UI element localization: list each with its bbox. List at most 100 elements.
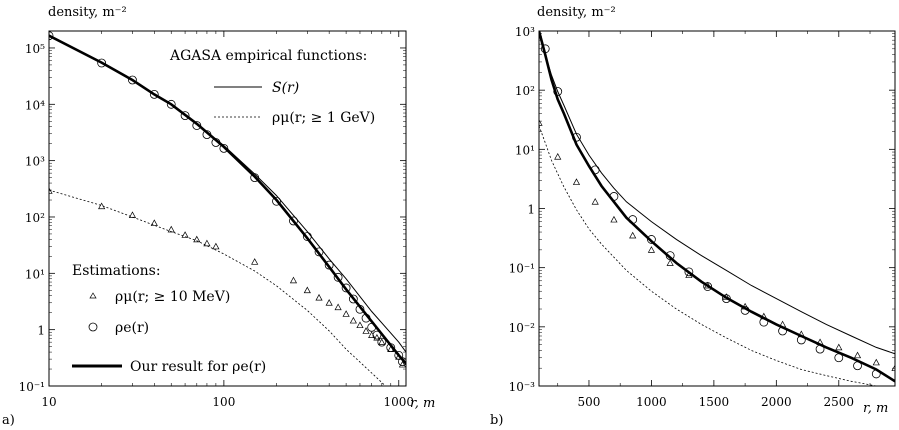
- series-a-4-circle-point: [97, 58, 107, 68]
- series-a-3-triangle-point: [98, 202, 106, 210]
- series-a-4-circle-point: [272, 196, 281, 206]
- series-a-3-triangle-point: [378, 338, 386, 346]
- series-a-4-circle-point: [341, 283, 351, 293]
- series-a-3-triangle-point: [212, 242, 220, 250]
- series-a-4-circle-point: [348, 294, 358, 304]
- series-a-4-circle-point: [211, 138, 221, 147]
- series-b-3-triangle-point: [891, 364, 895, 372]
- series-b-3-triangle-point: [629, 231, 637, 239]
- series-b-3-triangle-point: [610, 215, 618, 223]
- panel-b-ylabel: density, m⁻²: [537, 5, 616, 20]
- series-b-4-circle-point: [796, 335, 806, 345]
- series-a-3-triangle-point: [303, 286, 311, 294]
- series-b-3-triangle-point: [539, 119, 543, 126]
- plot-area-a: [49, 31, 406, 386]
- series-a-4-circle-point: [166, 99, 176, 109]
- y-tick-label-a: 10⁵: [25, 42, 45, 56]
- series-b-0-line: [539, 31, 895, 355]
- series-a-4-circle-point: [250, 173, 260, 183]
- panel-a-ticks: 10 100 1000 10⁵ 10⁴ 10³ 10² 10¹ 1 10⁻¹: [19, 30, 414, 409]
- legend-swatch-circle: [88, 322, 98, 332]
- legend-label-rho-e: ρe(r): [115, 320, 149, 336]
- series-a-4-circle-point: [367, 322, 377, 332]
- series-a-4-circle-point: [324, 260, 334, 270]
- x-tick-label-b: 500: [578, 395, 601, 409]
- series-b-4-circle-point: [628, 215, 638, 224]
- series-a-3-triangle-point: [373, 333, 381, 341]
- series-a-3-triangle-point: [49, 187, 53, 194]
- y-tick-label-b: 10⁻²: [509, 321, 536, 335]
- series-b-4-circle-point: [871, 369, 881, 379]
- estimations-title: Estimations:: [72, 263, 161, 279]
- series-b-3-triangle-point: [572, 178, 581, 185]
- y-tick-label-a: 10¹: [25, 267, 45, 281]
- y-tick-label-a: 1: [37, 324, 45, 338]
- series-b-4-circle-point: [665, 251, 675, 260]
- panel-b-ticks: 500 1000 1500 2000 2500 10³ 10² 10¹ 1 10⁻¹ 10⁻² 10⁻…: [509, 25, 895, 409]
- panel-a-series: [49, 31, 406, 386]
- panel-a-ylabel: density, m⁻²: [48, 5, 127, 20]
- series-a-3-triangle-point: [325, 299, 333, 306]
- series-b-3-triangle-point: [835, 343, 843, 351]
- series-a-3-triangle-point: [342, 310, 350, 317]
- x-tick-label-b: 1500: [699, 395, 730, 409]
- plot-area-b: [539, 31, 895, 386]
- panel-a-frame: [48, 30, 407, 387]
- series-a-4-circle-point: [302, 232, 312, 241]
- series-a-4-circle-point: [314, 247, 324, 257]
- series-a-3-triangle-point: [349, 316, 357, 324]
- series-a-4-circle-point: [333, 272, 343, 282]
- series-a-3-triangle-point: [193, 235, 201, 243]
- series-b-4-circle-point: [815, 344, 825, 354]
- series-b-4-circle-point: [759, 317, 769, 327]
- y-tick-label-b: 10⁻¹: [509, 262, 535, 276]
- series-a-3-triangle-point: [150, 219, 158, 226]
- series-a-4-circle-point: [361, 313, 371, 323]
- panel-b: density, m⁻² b) r, m 500 1000 1500 2000 2500…: [490, 5, 896, 428]
- series-a-4-circle-point: [192, 121, 202, 130]
- series-a-3-triangle-point: [356, 321, 364, 329]
- y-tick-label-b: 1: [527, 203, 535, 217]
- series-b-3-triangle-point: [647, 246, 656, 253]
- series-b-2-line: [539, 31, 895, 383]
- series-b-3-triangle-point: [554, 152, 562, 160]
- series-a-4-circle-point: [180, 111, 190, 121]
- series-b-3-triangle-point: [704, 281, 712, 289]
- series-b-3-triangle-point: [685, 271, 693, 278]
- series-a-4-circle-point: [49, 31, 54, 41]
- x-tick-label-b: 2000: [761, 395, 792, 409]
- legend-label-result: Our result for ρe(r): [130, 359, 266, 375]
- series-a-3-triangle-point: [315, 293, 323, 301]
- series-b-3-triangle-point: [722, 293, 730, 300]
- series-a-4-circle-point: [377, 337, 387, 347]
- series-b-3-triangle-point: [666, 259, 674, 266]
- series-a-3-triangle-point: [289, 276, 298, 284]
- series-b-3-triangle-point: [591, 198, 599, 205]
- series-a-4-circle-point: [386, 343, 396, 353]
- series-a-4-circle-point: [372, 330, 382, 340]
- y-tick-label-b: 10¹: [515, 143, 535, 157]
- series-a-3-triangle-point: [251, 258, 259, 265]
- series-a-3-triangle-point: [398, 360, 406, 368]
- series-a-4-circle-point: [128, 75, 137, 85]
- y-tick-label-b: 10⁻³: [509, 380, 536, 394]
- series-a-4-circle-point: [355, 304, 365, 314]
- series-b-4-circle-point: [540, 44, 550, 54]
- legend-title: AGASA empirical functions:: [169, 48, 367, 64]
- series-a-4-circle-point: [219, 143, 229, 153]
- y-tick-label-b: 10²: [515, 84, 535, 98]
- series-b-3-triangle-point: [872, 358, 880, 366]
- series-b-4-circle-point: [778, 326, 787, 336]
- y-tick-label-a: 10³: [25, 155, 45, 169]
- series-a-3-triangle-point: [203, 239, 211, 247]
- series-a-3-triangle-point: [334, 303, 342, 311]
- series-a-3-triangle-point: [128, 211, 137, 218]
- series-b-4-circle-point: [721, 294, 731, 304]
- series-b-4-circle-point: [647, 235, 656, 244]
- x-tick-label-a: 1000: [383, 395, 414, 409]
- panel-a: density, m⁻² a) r, m 10 100 100010⁵10⁴10³1…: [2, 5, 435, 428]
- series-a-4-circle-point: [202, 130, 212, 139]
- panel-b-series: [539, 31, 895, 386]
- series-a-2-line: [49, 34, 406, 365]
- panel-a-label: a): [2, 413, 15, 428]
